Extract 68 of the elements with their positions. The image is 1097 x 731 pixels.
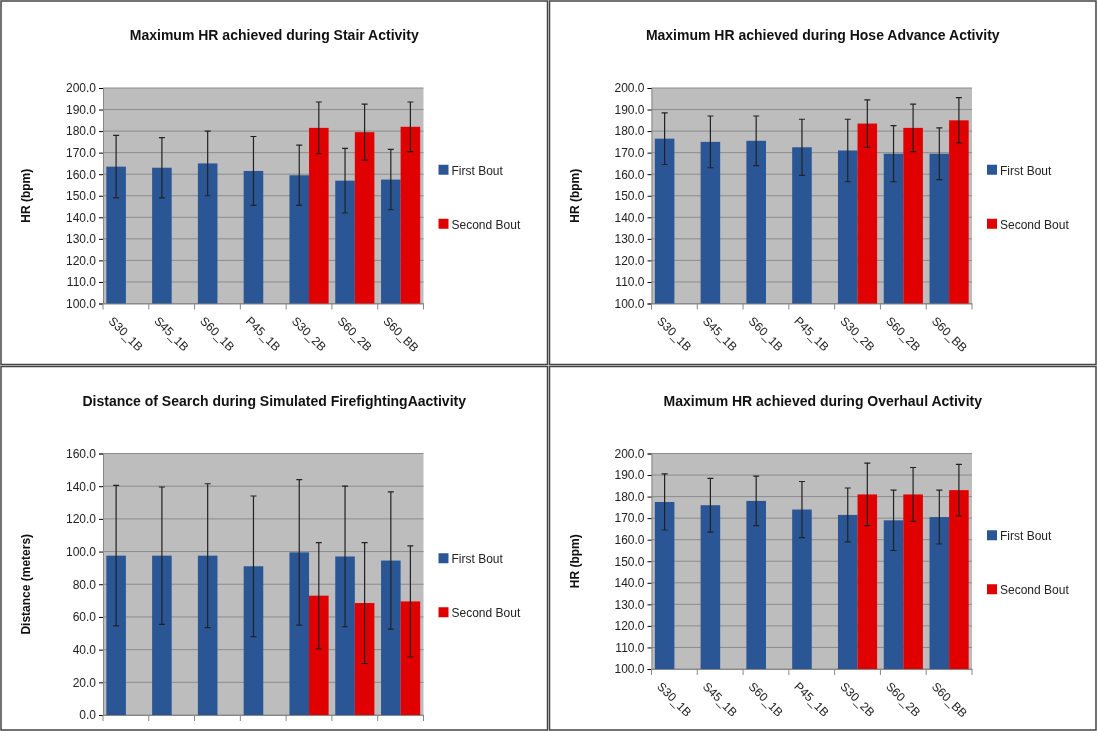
y-tick-label: 40.0 [72, 642, 97, 657]
legend-label: Second Bout [451, 217, 521, 232]
y-tick-label: 110.0 [615, 640, 645, 655]
y-tick-label: 110.0 [615, 275, 645, 290]
y-axis-title: HR (bpm) [567, 534, 582, 589]
chart-title: Maximum HR achieved during Stair Activity [129, 27, 419, 43]
y-tick-label: 130.0 [614, 232, 645, 247]
legend-label: First Bout [1000, 529, 1053, 544]
bar [243, 566, 264, 715]
y-tick-label: 200.0 [614, 81, 645, 96]
y-tick-label: 60.0 [72, 610, 97, 625]
legend-label: Second Bout [1000, 583, 1070, 598]
y-tick-label: 160.0 [65, 167, 97, 182]
y-tick-label: 170.0 [614, 145, 645, 160]
chart-title: Maximum HR achieved during Overhaul Activity [663, 392, 983, 409]
legend-label: First Bout [451, 552, 504, 567]
y-tick-label: 120.0 [65, 253, 97, 268]
y-tick-label: 140.0 [614, 210, 645, 225]
y-tick-label: 160.0 [614, 533, 645, 548]
chart-title: Maximum HR achieved during Hose Advance Activity [645, 27, 1000, 43]
y-tick-label: 180.0 [614, 124, 645, 139]
y-tick-label: 100.0 [65, 544, 97, 559]
y-tick-label: 190.0 [614, 468, 645, 483]
y-tick-label: 120.0 [614, 619, 645, 634]
y-tick-label: 110.0 [66, 275, 97, 290]
y-tick-label: 130.0 [65, 232, 97, 247]
legend-label: Second Bout [1000, 217, 1070, 232]
y-tick-label: 140.0 [614, 576, 645, 591]
chart-title: Distance of Search during Simulated FirefightingAactivity [82, 392, 467, 409]
y-tick-label: 120.0 [65, 512, 97, 527]
bar [381, 560, 401, 715]
y-tick-label: 190.0 [614, 102, 645, 117]
y-tick-label: 200.0 [614, 446, 645, 461]
y-tick-label: 150.0 [614, 189, 645, 204]
bar [309, 595, 329, 715]
y-tick-label: 0.0 [79, 708, 97, 723]
y-tick-label: 100.0 [614, 296, 645, 311]
y-tick-label: 120.0 [614, 253, 645, 268]
bar [354, 603, 375, 715]
bar [106, 555, 126, 715]
y-tick-label: 160.0 [65, 446, 97, 461]
y-axis-title: HR (bpm) [567, 168, 582, 223]
y-axis-title: Distance (meters) [19, 533, 33, 635]
y-tick-label: 20.0 [72, 675, 97, 690]
y-tick-label: 100.0 [614, 662, 645, 677]
y-tick-label: 140.0 [65, 210, 97, 225]
y-tick-label: 170.0 [65, 145, 97, 160]
y-tick-label: 150.0 [614, 554, 645, 569]
y-tick-label: 190.0 [65, 102, 97, 117]
y-tick-label: 130.0 [614, 597, 645, 612]
legend-label: Second Bout [451, 606, 521, 621]
y-axis-title: HR (bpm) [19, 168, 33, 223]
bar [400, 601, 421, 715]
y-tick-label: 150.0 [65, 189, 97, 204]
y-tick-label: 180.0 [65, 124, 97, 139]
legend-label: First Bout [1000, 163, 1053, 178]
bar [289, 552, 310, 715]
bar [335, 556, 355, 715]
y-tick-label: 100.0 [65, 296, 97, 311]
y-tick-label: 200.0 [65, 81, 97, 96]
y-tick-label: 140.0 [65, 479, 97, 494]
bar [152, 555, 172, 715]
y-tick-label: 160.0 [614, 167, 645, 182]
y-tick-label: 170.0 [614, 511, 645, 526]
bar [197, 555, 218, 715]
y-tick-label: 80.0 [72, 577, 97, 592]
legend-label: First Bout [451, 163, 504, 178]
y-tick-label: 180.0 [614, 489, 645, 504]
